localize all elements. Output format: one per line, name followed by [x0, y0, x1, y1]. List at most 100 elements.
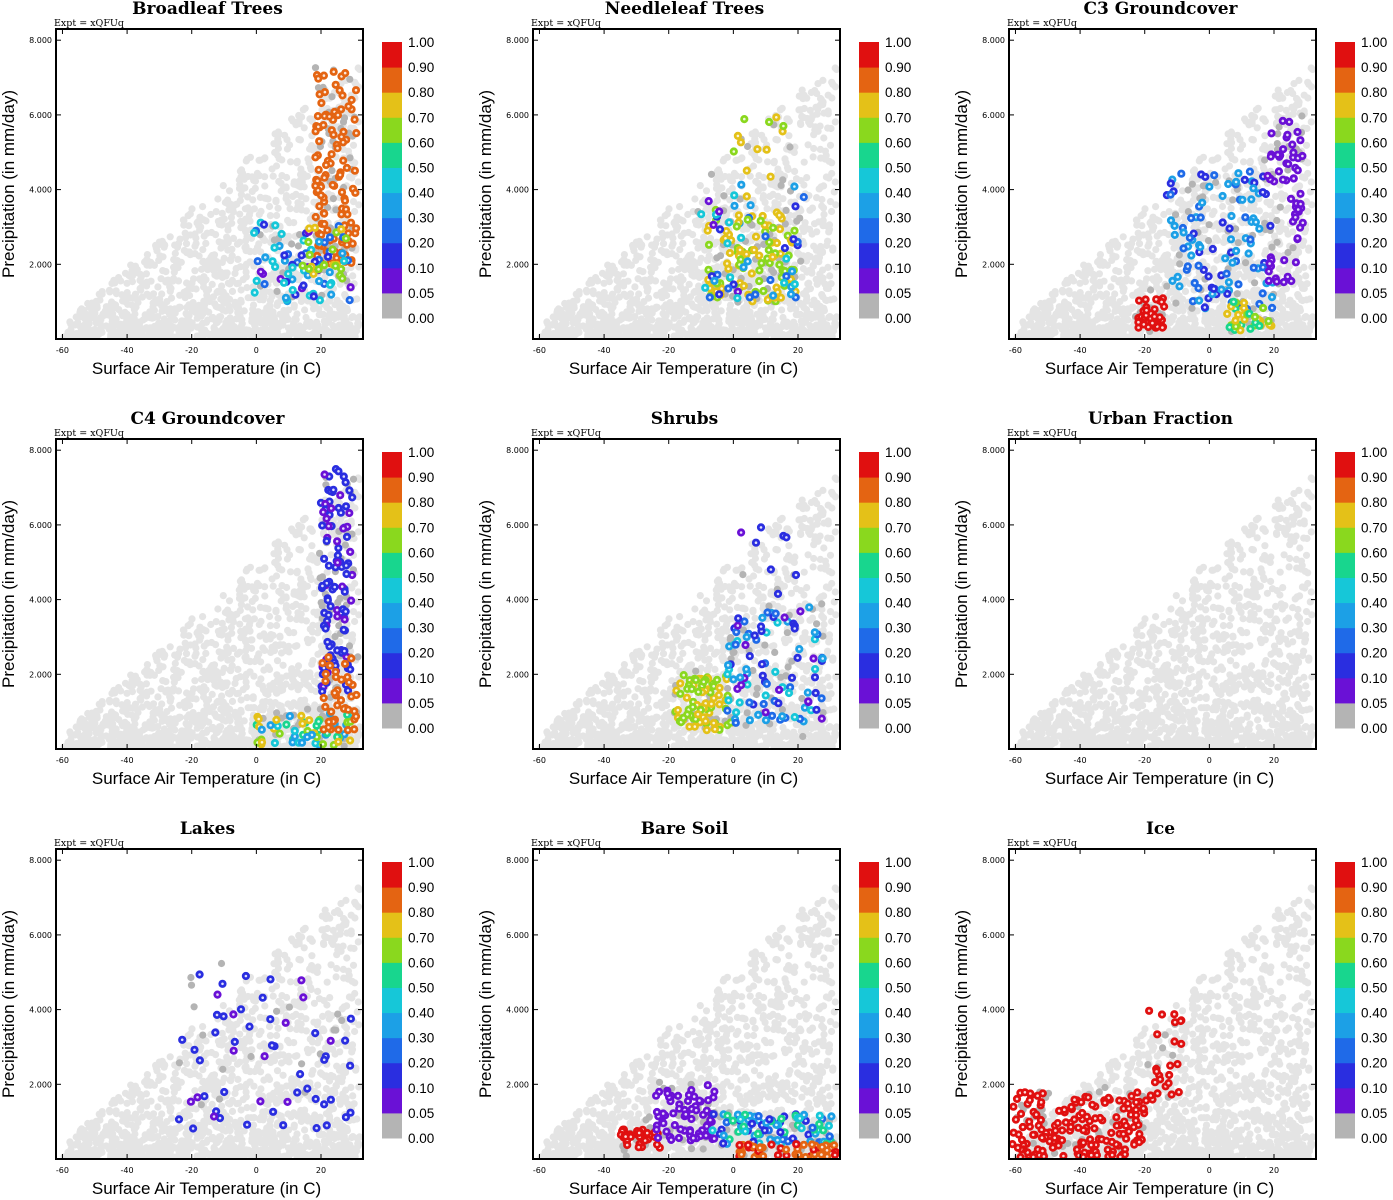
background-point — [1189, 312, 1197, 320]
background-point — [233, 327, 241, 335]
background-point — [106, 288, 114, 296]
background-point — [678, 306, 686, 314]
background-point — [159, 267, 167, 275]
background-point — [172, 333, 180, 339]
fraction-point-center — [703, 286, 707, 290]
background-point — [718, 327, 726, 335]
background-point — [1152, 246, 1160, 254]
background-point — [1282, 225, 1290, 233]
background-point — [248, 333, 257, 339]
fraction-point-center — [728, 275, 732, 279]
colorbar-swatch — [859, 67, 879, 93]
background-point — [696, 182, 704, 190]
background-point — [800, 304, 808, 312]
points-layer — [537, 64, 840, 339]
background-point — [224, 222, 232, 230]
fraction-point-center — [326, 255, 330, 259]
background-point — [1151, 265, 1159, 273]
background-point — [1099, 332, 1107, 339]
background-point — [173, 257, 181, 265]
background-point — [774, 200, 782, 208]
background-point — [831, 64, 839, 72]
background-point — [1294, 247, 1302, 255]
colorbar-swatch — [382, 267, 402, 294]
background-point — [1292, 270, 1300, 278]
fraction-point-center — [294, 293, 297, 297]
background-point — [653, 303, 661, 311]
background-point — [1208, 210, 1216, 219]
background-point — [542, 329, 550, 337]
fraction-point-center — [717, 293, 721, 296]
fraction-point-center — [348, 298, 352, 302]
background-point — [286, 205, 294, 213]
background-point — [605, 278, 614, 286]
background-point — [196, 224, 204, 232]
background-point — [191, 267, 199, 275]
background-point — [331, 301, 339, 309]
fraction-point-center — [790, 270, 794, 273]
background-point — [157, 275, 165, 283]
fraction-point-center — [309, 248, 313, 252]
background-point — [773, 170, 782, 179]
background-point — [298, 206, 306, 214]
fraction-point-center — [317, 279, 321, 283]
background-point — [356, 313, 363, 321]
fraction-point-center — [745, 169, 749, 172]
background-point — [241, 226, 249, 234]
fraction-point-center — [732, 150, 736, 153]
background-point — [648, 241, 656, 249]
background-point — [297, 165, 305, 173]
y-axis-label: Precipitation (in mm/day) — [476, 90, 495, 278]
background-point — [663, 231, 672, 239]
background-point — [811, 322, 820, 330]
background-point — [1160, 210, 1168, 219]
background-point — [270, 314, 278, 323]
background-point — [85, 320, 93, 328]
background-point — [1089, 318, 1097, 326]
background-point — [695, 282, 703, 290]
background-point — [244, 172, 252, 181]
background-point — [755, 172, 763, 180]
x-tick-label: 20 — [793, 346, 803, 355]
zero-fraction-point — [782, 206, 790, 214]
fraction-point-center — [339, 108, 343, 111]
fraction-point-center — [761, 214, 764, 218]
background-point — [123, 289, 131, 297]
background-point — [741, 330, 749, 338]
colorbar-swatch — [382, 67, 402, 93]
background-point — [1218, 318, 1226, 326]
fraction-point-center — [316, 189, 320, 192]
background-point — [106, 304, 114, 312]
background-point — [629, 241, 637, 249]
background-point — [90, 313, 98, 322]
background-point — [805, 266, 813, 275]
background-point — [103, 311, 111, 319]
background-point — [708, 302, 717, 310]
background-point — [254, 308, 262, 316]
x-axis-label: Surface Air Temperature (in C) — [569, 359, 798, 378]
background-point — [277, 187, 285, 195]
background-point — [1138, 222, 1146, 230]
background-point — [171, 241, 179, 249]
zero-fraction-point — [311, 64, 320, 72]
background-point — [127, 319, 135, 327]
colorbar-label: 0.30 — [408, 211, 434, 226]
background-point — [567, 305, 575, 313]
background-point — [831, 118, 839, 126]
fraction-point-center — [737, 214, 741, 217]
fraction-point-center — [349, 221, 353, 224]
background-point — [1110, 253, 1118, 261]
background-point — [774, 165, 782, 173]
background-point — [1190, 191, 1198, 199]
background-point — [728, 321, 736, 329]
fraction-point-center — [347, 232, 350, 235]
background-point — [1272, 192, 1280, 200]
fraction-point-center — [318, 204, 321, 208]
background-point — [317, 311, 325, 319]
fraction-point-center — [707, 268, 710, 272]
background-point — [1307, 64, 1315, 72]
background-point — [1221, 165, 1229, 173]
background-point — [1123, 310, 1131, 318]
background-point — [1302, 141, 1311, 149]
background-point — [264, 195, 272, 203]
